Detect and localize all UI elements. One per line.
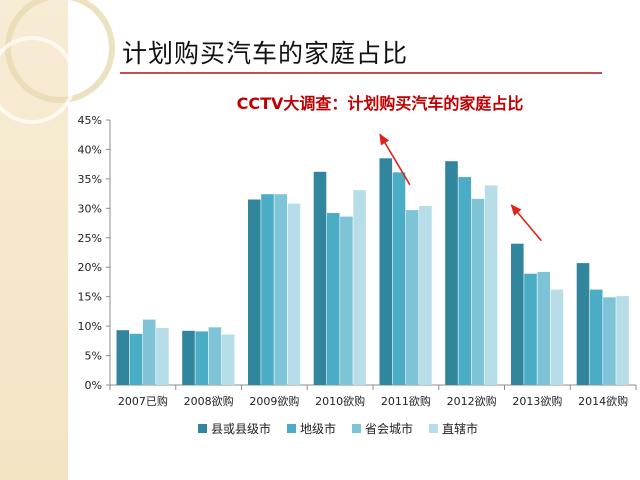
bar-县或县级市-2014欲购 — [576, 263, 590, 385]
y-tick-label: 40% — [78, 143, 102, 156]
bar-地级市-2009欲购 — [261, 194, 274, 385]
legend-swatch-县或县级市 — [198, 424, 207, 433]
bar-县或县级市-2007已购 — [116, 330, 130, 385]
x-tick-label: 2012欲购 — [447, 394, 497, 408]
slide-title: 计划购买汽车的家庭占比 — [122, 39, 409, 68]
x-tick-label: 2009欲购 — [249, 394, 299, 408]
x-tick-label: 2007已购 — [118, 394, 168, 408]
legend-label-省会城市: 省会城市 — [365, 421, 413, 436]
bar-直辖市-2012欲购 — [484, 185, 498, 385]
bar-省会城市-2007已购 — [142, 319, 156, 385]
x-tick-label: 2010欲购 — [315, 394, 365, 408]
bar-省会城市-2014欲购 — [603, 297, 616, 385]
x-tick-label: 2008欲购 — [184, 394, 234, 408]
legend-swatch-省会城市 — [352, 424, 361, 433]
y-tick-label: 20% — [78, 261, 102, 274]
x-tick-label: 2014欲购 — [578, 394, 628, 408]
bar-直辖市-2008欲购 — [221, 334, 235, 385]
bar-县或县级市-2013欲购 — [511, 243, 524, 385]
bar-县或县级市-2008欲购 — [182, 330, 195, 385]
y-tick-label: 5% — [85, 350, 102, 363]
bar-直辖市-2013欲购 — [550, 289, 564, 385]
legend-label-县或县级市: 县或县级市 — [211, 421, 271, 436]
bar-直辖市-2007已购 — [156, 327, 169, 385]
bar-省会城市-2009欲购 — [274, 194, 287, 385]
bar-省会城市-2013欲购 — [537, 271, 550, 385]
x-tick-label: 2011欲购 — [381, 394, 431, 408]
bar-地级市-2007已购 — [129, 333, 143, 385]
bar-直辖市-2009欲购 — [287, 203, 301, 385]
decorative-circles — [0, 0, 115, 124]
chart-title: CCTV大调查：计划购买汽车的家庭占比 — [236, 94, 524, 113]
bar-地级市-2010欲购 — [326, 213, 340, 385]
bar-省会城市-2011欲购 — [405, 210, 419, 385]
bar-省会城市-2010欲购 — [340, 216, 353, 385]
y-tick-label: 0% — [85, 379, 102, 392]
y-tick-label: 35% — [78, 173, 102, 186]
bar-县或县级市-2011欲购 — [379, 158, 393, 385]
x-tick-label: 2013欲购 — [512, 394, 562, 408]
title-divider — [120, 72, 602, 74]
bar-省会城市-2008欲购 — [208, 327, 222, 385]
bar-地级市-2012欲购 — [458, 177, 471, 385]
bar-地级市-2013欲购 — [524, 273, 537, 385]
bar-县或县级市-2012欲购 — [445, 161, 458, 385]
trend-arrow-1 — [379, 133, 411, 186]
legend-swatch-直辖市 — [429, 424, 438, 433]
y-tick-label: 45% — [78, 114, 102, 127]
bar-直辖市-2010欲购 — [353, 190, 366, 385]
bar-直辖市-2014欲购 — [616, 296, 629, 385]
bar-地级市-2014欲购 — [589, 289, 603, 385]
bar-县或县级市-2010欲购 — [313, 171, 327, 385]
bar-省会城市-2012欲购 — [471, 198, 485, 385]
legend-label-地级市: 地级市 — [300, 421, 336, 436]
bar-直辖市-2011欲购 — [419, 206, 432, 385]
y-tick-label: 25% — [78, 232, 102, 245]
y-tick-label: 15% — [78, 291, 102, 304]
bar-地级市-2011欲购 — [392, 172, 406, 385]
y-tick-label: 10% — [78, 320, 102, 333]
legend-swatch-地级市 — [287, 424, 296, 433]
y-tick-label: 30% — [78, 202, 102, 215]
side-decoration-band — [0, 0, 68, 480]
legend-label-直辖市: 直辖市 — [442, 421, 478, 436]
trend-arrow-2 — [510, 204, 542, 242]
bar-地级市-2008欲购 — [195, 331, 208, 385]
bar-县或县级市-2009欲购 — [248, 199, 261, 385]
